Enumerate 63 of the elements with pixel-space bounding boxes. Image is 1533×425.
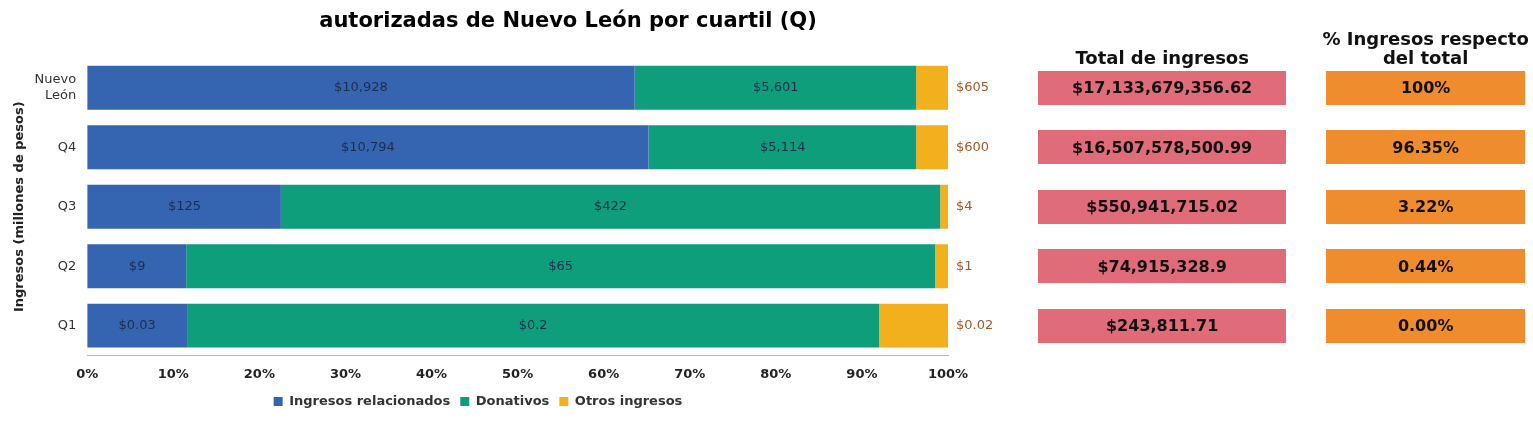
bar	[634, 65, 917, 110]
text: 0.44%	[1326, 249, 1525, 284]
annotation: $125	[167, 198, 202, 214]
bar	[87, 303, 188, 348]
x-tick-label: 90%	[846, 365, 878, 381]
annotation: $422	[594, 198, 628, 214]
x-tick-label: 100%	[927, 365, 969, 381]
x-tick-label: 10%	[157, 365, 189, 381]
legend-label: Donativos	[475, 392, 550, 408]
annotation: $9	[128, 257, 146, 273]
annotation: $605	[956, 79, 990, 95]
annotation: $10,794	[340, 138, 395, 154]
bar	[879, 303, 948, 348]
x-tick-label: 20%	[243, 365, 275, 381]
annotation: $65	[548, 257, 574, 273]
bar	[916, 65, 948, 110]
text: $17,133,679,356.62	[1038, 70, 1287, 105]
text: $16,507,578,500.99	[1038, 130, 1287, 165]
bar	[940, 184, 948, 229]
text: 96.35%	[1326, 130, 1525, 165]
text: 100%	[1326, 70, 1525, 105]
y-tick-label: Q4	[57, 138, 77, 154]
annotation: $10,928	[334, 79, 388, 95]
x-tick-label: 30%	[329, 365, 362, 381]
y-tick-label: Q2	[57, 257, 77, 273]
annotation: $5,114	[759, 138, 806, 154]
y-tick-label: Nuevo León	[34, 71, 77, 102]
text: 3.22%	[1326, 189, 1525, 224]
text: 0.00%	[1326, 308, 1525, 343]
text: $550,941,715.02	[1038, 189, 1287, 224]
x-tick-label: 70%	[674, 365, 706, 381]
x-tick-label: 0%	[76, 365, 99, 381]
chart-title: autorizadas de Nuevo León por cuartil (Q)	[318, 8, 818, 34]
annotation: $600	[956, 138, 990, 154]
text: $243,811.71	[1038, 308, 1287, 343]
legend-label: Otros ingresos	[574, 392, 683, 408]
annotation: $1	[956, 257, 973, 273]
text: Total de ingresos	[1074, 46, 1250, 68]
bar	[87, 65, 635, 110]
annotation: $0.2	[518, 317, 548, 333]
y-tick-label: Q1	[57, 317, 77, 333]
bar	[935, 244, 948, 289]
y-axis-title: Ingresos (millones de pesos)	[11, 101, 27, 313]
annotation: $4	[956, 198, 973, 214]
annotation: $5,601	[753, 79, 799, 95]
text: $74,915,328.9	[1038, 249, 1287, 284]
bar	[186, 244, 936, 289]
bar	[87, 184, 281, 229]
x-tick-label: 80%	[760, 365, 792, 381]
bar	[187, 303, 880, 348]
bar	[87, 244, 187, 289]
legend-label: Ingresos relacionados	[289, 392, 451, 408]
bar	[648, 125, 917, 170]
annotation: $0.02	[956, 317, 994, 333]
x-tick-label: 60%	[588, 365, 620, 381]
x-tick-label: 40%	[415, 365, 448, 381]
text: % Ingresos respecto del total	[1321, 27, 1530, 68]
annotation: $0.03	[118, 317, 156, 333]
bar	[280, 184, 941, 229]
bar	[87, 125, 649, 170]
x-tick-label: 50%	[502, 365, 534, 381]
bar	[916, 125, 948, 170]
y-tick-label: Q3	[57, 198, 77, 214]
